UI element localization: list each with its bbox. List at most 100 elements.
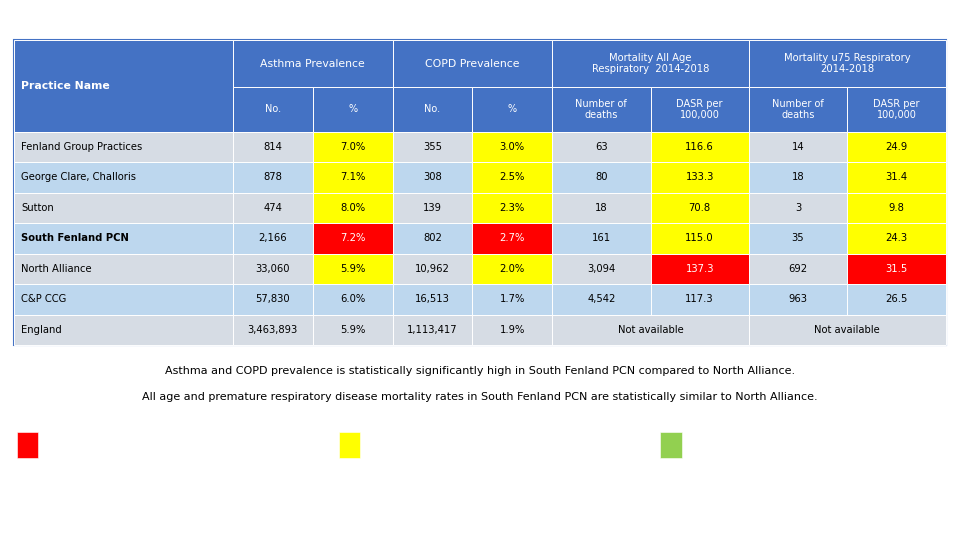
- Text: 70.8: 70.8: [688, 202, 710, 213]
- Text: statistically significantly lower than next level in hierarchy: statistically significantly lower than n…: [691, 440, 947, 449]
- Bar: [552, 87, 651, 132]
- Bar: [848, 284, 946, 314]
- Text: 133.3: 133.3: [685, 172, 714, 183]
- Bar: [17, 431, 38, 458]
- Text: 80: 80: [595, 172, 608, 183]
- Bar: [749, 223, 848, 253]
- Text: 2.7%: 2.7%: [499, 233, 525, 243]
- Bar: [472, 253, 552, 284]
- Text: 5.9%: 5.9%: [340, 325, 366, 335]
- Text: 33,060: 33,060: [255, 264, 290, 274]
- Text: Fenland Group Practices: Fenland Group Practices: [21, 141, 142, 152]
- Bar: [339, 431, 360, 458]
- Bar: [552, 223, 651, 253]
- Bar: [552, 284, 651, 314]
- Bar: [552, 40, 749, 87]
- Text: 24.3: 24.3: [885, 233, 907, 243]
- Text: 2.5%: 2.5%: [499, 172, 525, 183]
- Text: 4,542: 4,542: [588, 294, 615, 304]
- Text: 18: 18: [792, 172, 804, 183]
- Bar: [313, 253, 393, 284]
- Bar: [313, 192, 393, 223]
- Bar: [393, 132, 472, 162]
- Bar: [313, 223, 393, 253]
- Text: 692: 692: [788, 264, 807, 274]
- Text: 7.2%: 7.2%: [340, 233, 366, 243]
- Text: 3.0%: 3.0%: [499, 141, 525, 152]
- Text: %: %: [348, 104, 357, 114]
- Text: England: England: [21, 325, 61, 335]
- Text: No.: No.: [265, 104, 281, 114]
- Text: DASR per
100,000: DASR per 100,000: [677, 99, 723, 120]
- Bar: [749, 284, 848, 314]
- Bar: [233, 192, 313, 223]
- Bar: [651, 162, 749, 192]
- Text: 3: 3: [795, 202, 802, 213]
- Text: 161: 161: [591, 233, 611, 243]
- Bar: [14, 192, 233, 223]
- Text: 963: 963: [788, 294, 807, 304]
- Text: Asthma and COPD prevalence is statistically significantly high in South Fenland : Asthma and COPD prevalence is statistica…: [165, 366, 795, 376]
- Text: statistically similar to next level in hierarchy: statistically similar to next level in h…: [370, 440, 564, 449]
- Bar: [14, 132, 233, 162]
- Text: 878: 878: [263, 172, 282, 183]
- Text: 355: 355: [423, 141, 442, 152]
- Bar: [14, 223, 233, 253]
- Text: Note: Prevalence data are not available by age i.e. it is not age weighted so di: Note: Prevalence data are not available …: [12, 495, 741, 501]
- Bar: [313, 162, 393, 192]
- Bar: [651, 192, 749, 223]
- Text: Respiratory disease: Respiratory disease: [12, 7, 212, 25]
- Bar: [14, 284, 233, 314]
- Text: 9.8: 9.8: [888, 202, 904, 213]
- Text: 3,094: 3,094: [588, 264, 615, 274]
- Text: 6.0%: 6.0%: [340, 294, 366, 304]
- Text: 1.7%: 1.7%: [499, 294, 525, 304]
- Text: Not available: Not available: [617, 325, 684, 335]
- Bar: [472, 87, 552, 132]
- Text: No.: No.: [424, 104, 441, 114]
- Bar: [313, 284, 393, 314]
- Bar: [651, 87, 749, 132]
- Text: COPD Prevalence: COPD Prevalence: [425, 59, 519, 69]
- Bar: [848, 162, 946, 192]
- Text: 2.0%: 2.0%: [499, 264, 525, 274]
- Text: 116.6: 116.6: [685, 141, 714, 152]
- Bar: [749, 162, 848, 192]
- Text: 5.9%: 5.9%: [340, 264, 366, 274]
- Bar: [749, 87, 848, 132]
- Bar: [233, 314, 313, 345]
- Bar: [233, 284, 313, 314]
- Bar: [749, 40, 946, 87]
- Bar: [233, 162, 313, 192]
- Bar: [749, 253, 848, 284]
- Bar: [233, 132, 313, 162]
- Text: South Fenland PCN: South Fenland PCN: [21, 233, 129, 243]
- Text: 63: 63: [595, 141, 608, 152]
- Text: Sutton: Sutton: [21, 202, 54, 213]
- Text: 7.0%: 7.0%: [340, 141, 366, 152]
- Text: 474: 474: [263, 202, 282, 213]
- Bar: [848, 87, 946, 132]
- Bar: [393, 223, 472, 253]
- Text: C&P CCG: C&P CCG: [21, 294, 66, 304]
- Bar: [313, 87, 393, 132]
- Text: 117.3: 117.3: [685, 294, 714, 304]
- Bar: [233, 223, 313, 253]
- Text: 814: 814: [263, 141, 282, 152]
- Bar: [14, 253, 233, 284]
- Text: 137.3: 137.3: [685, 264, 714, 274]
- Text: statistically significantly higher than next level in hierarchy: statistically significantly higher than …: [48, 440, 308, 449]
- Bar: [14, 162, 233, 192]
- Bar: [552, 314, 749, 345]
- Text: 802: 802: [423, 233, 442, 243]
- Bar: [393, 192, 472, 223]
- Bar: [651, 253, 749, 284]
- Bar: [233, 87, 313, 132]
- Text: 18: 18: [595, 202, 608, 213]
- Text: Practice Name: Practice Name: [21, 81, 109, 91]
- Bar: [393, 284, 472, 314]
- Bar: [14, 40, 233, 132]
- Bar: [749, 192, 848, 223]
- Text: All age and premature respiratory disease mortality rates in South Fenland PCN a: All age and premature respiratory diseas…: [142, 392, 818, 402]
- Bar: [313, 314, 393, 345]
